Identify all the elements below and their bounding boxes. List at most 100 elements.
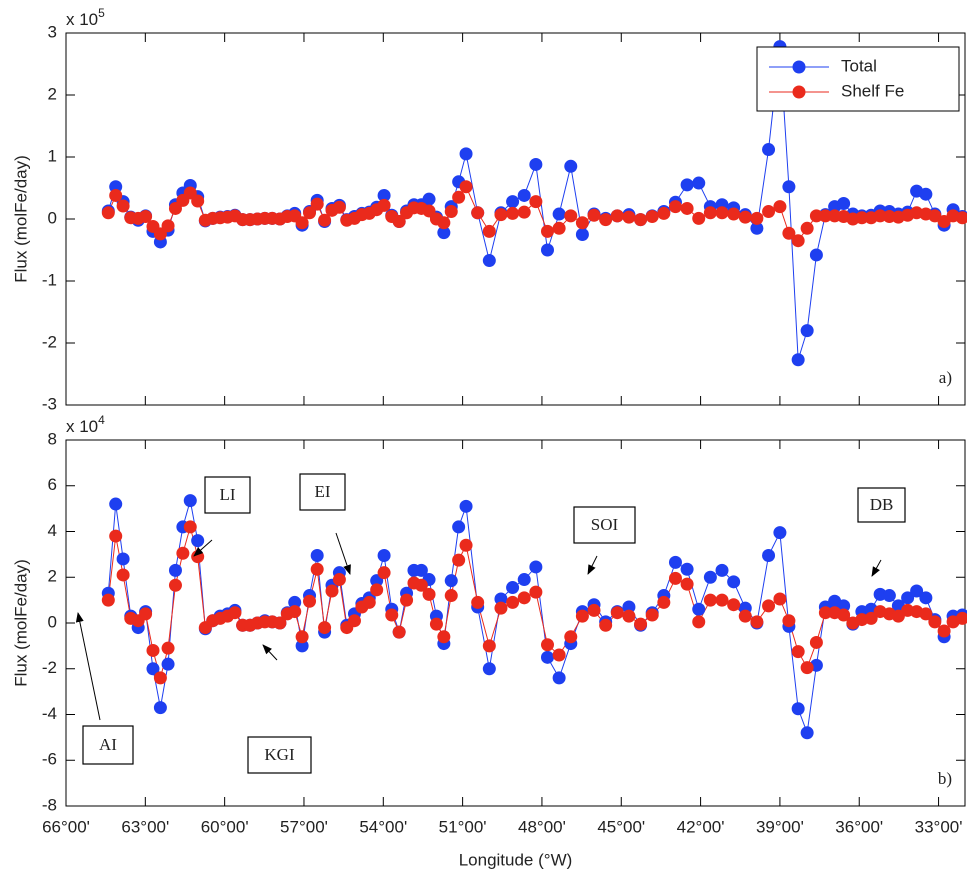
data-point — [494, 208, 508, 222]
annotation-label: KGI — [264, 745, 295, 764]
data-point — [552, 648, 566, 662]
data-point — [575, 228, 589, 241]
data-point — [377, 566, 391, 580]
data-point — [750, 615, 764, 629]
y-tick-label: 3 — [48, 22, 57, 41]
data-point — [392, 625, 406, 639]
data-point — [703, 570, 717, 584]
data-point — [506, 595, 520, 609]
data-point — [575, 609, 589, 623]
data-point — [715, 593, 729, 607]
data-point — [310, 549, 324, 563]
data-point — [882, 589, 896, 603]
data-point — [310, 562, 324, 576]
data-point — [517, 205, 531, 219]
panel-label: b) — [938, 769, 952, 788]
data-point — [610, 606, 624, 620]
data-point — [482, 662, 496, 676]
data-point — [773, 592, 787, 606]
annotation-arrow — [871, 559, 882, 577]
data-point — [303, 594, 317, 608]
data-point — [325, 584, 339, 598]
data-point — [139, 210, 153, 224]
data-point — [191, 194, 205, 208]
data-point — [183, 494, 197, 508]
data-point — [782, 226, 796, 240]
data-point — [540, 224, 554, 238]
y-tick-label: -2 — [42, 658, 57, 677]
data-point — [680, 562, 694, 576]
data-point — [153, 671, 167, 685]
data-point — [414, 578, 428, 592]
data-point — [540, 650, 554, 664]
data-point — [622, 210, 636, 224]
data-point — [191, 534, 205, 548]
data-point — [273, 616, 287, 630]
data-point — [762, 205, 776, 219]
data-point — [517, 591, 531, 605]
data-point — [955, 211, 967, 225]
annotation-box — [247, 736, 312, 774]
data-point — [471, 206, 485, 220]
data-point — [818, 606, 832, 620]
data-point — [482, 254, 496, 268]
axis-multiplier: x 104 — [66, 413, 105, 436]
y-tick-label: 0 — [48, 208, 57, 227]
x-tick-label: 42°00' — [677, 817, 725, 836]
data-point — [837, 599, 851, 613]
data-point — [837, 608, 851, 622]
data-point — [668, 200, 682, 214]
annotation-label: EI — [314, 482, 330, 501]
legend-box — [756, 46, 960, 112]
data-point — [452, 553, 466, 567]
data-point — [809, 248, 823, 262]
annotation-label: DB — [870, 495, 894, 514]
data-point — [919, 591, 933, 605]
annotation-box — [204, 476, 251, 514]
data-point — [680, 201, 694, 215]
multiplier-exponent: 4 — [98, 413, 105, 427]
annotation-arrow — [262, 644, 278, 661]
data-point — [599, 618, 613, 632]
x-tick-label: 48°00' — [518, 817, 566, 836]
data-point — [109, 529, 123, 543]
data-point — [809, 635, 823, 649]
data-point — [146, 643, 160, 657]
data-point — [362, 595, 376, 609]
data-point — [919, 187, 933, 201]
data-point — [873, 209, 887, 223]
legend-marker — [792, 85, 806, 99]
data-point — [429, 617, 443, 631]
data-point — [692, 615, 706, 629]
data-point — [161, 657, 175, 671]
data-point — [634, 617, 648, 631]
data-point — [738, 210, 752, 224]
data-point — [153, 227, 167, 241]
data-point — [139, 607, 153, 621]
data-point — [715, 206, 729, 220]
data-point — [347, 614, 361, 628]
data-point — [109, 188, 123, 202]
data-point — [482, 224, 496, 238]
data-point — [494, 601, 508, 615]
data-point — [955, 611, 967, 625]
y-tick-label: -2 — [42, 332, 57, 351]
data-point — [622, 609, 636, 623]
data-point — [459, 180, 473, 194]
data-point — [855, 211, 869, 225]
data-point — [791, 645, 805, 659]
data-point — [552, 671, 566, 685]
data-point — [109, 497, 123, 511]
data-point — [703, 206, 717, 220]
data-point — [101, 593, 115, 607]
legend-label: Shelf Fe — [841, 81, 904, 100]
annotation-box — [82, 725, 134, 765]
annotation-label: SOI — [591, 515, 619, 534]
annotation-box — [857, 487, 906, 523]
x-tick-label: 36°00' — [835, 817, 883, 836]
data-point — [552, 207, 566, 221]
data-point — [762, 599, 776, 613]
data-point — [452, 190, 466, 204]
data-point — [377, 198, 391, 212]
data-point — [564, 209, 578, 223]
